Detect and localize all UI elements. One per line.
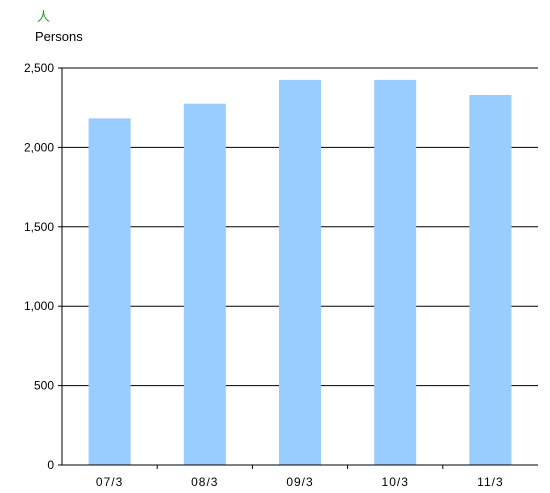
y-tick-label: 2,000 [24, 140, 54, 154]
unit-label-japanese: 人 [37, 9, 50, 24]
unit-label-english: Persons [35, 29, 83, 44]
x-tick-label: 11/3 [477, 475, 503, 489]
y-tick-label: 0 [47, 458, 54, 472]
bar [374, 79, 417, 465]
bar [88, 118, 131, 465]
x-tick-label: 08/3 [191, 475, 218, 489]
axes [61, 68, 538, 466]
y-tick-label: 500 [34, 379, 54, 393]
y-tick-label: 1,000 [24, 299, 54, 313]
x-tick-label: 07/3 [96, 475, 123, 489]
bar [279, 79, 321, 465]
x-tick-label: 10/3 [382, 475, 409, 489]
bar [183, 103, 226, 465]
x-axis-tick-labels: 07/3 08/3 09/3 10/3 11/3 [96, 465, 503, 489]
bar-series [88, 79, 512, 465]
x-tick-label: 09/3 [286, 475, 313, 489]
y-tick-label: 2,500 [24, 61, 54, 75]
y-axis-tick-labels: 0 500 1,000 1,500 2,000 2,500 [24, 61, 62, 472]
bar [469, 94, 512, 465]
y-tick-label: 1,500 [24, 220, 54, 234]
